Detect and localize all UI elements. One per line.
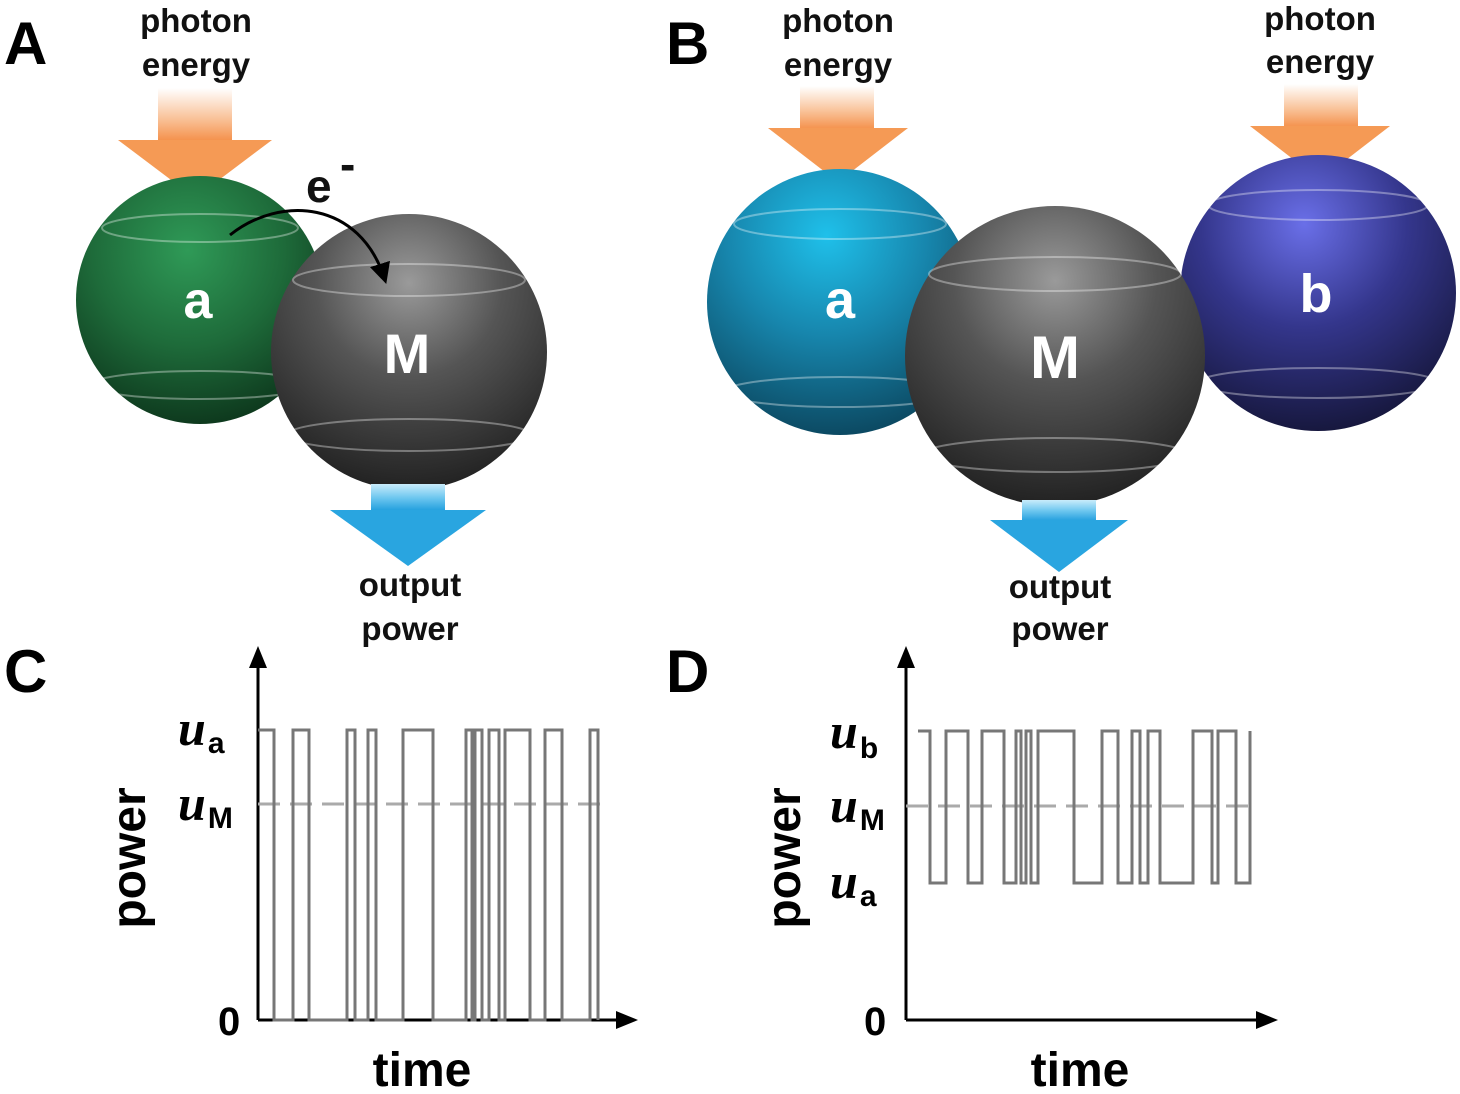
sphere-m-label: M [384, 322, 431, 385]
level-label-ua-d: ua [830, 853, 877, 913]
output-label-b-line2: power [1011, 610, 1108, 647]
panel-c: C power time ua uM 0 [4, 638, 638, 1094]
y-axis-label-d: power [758, 787, 811, 928]
electron-transfer-arrow [229, 209, 390, 285]
y-axis-arrowhead-c [249, 646, 267, 668]
panel-label-b: B [666, 10, 709, 77]
x-axis-label-d: time [1031, 1044, 1130, 1094]
power-trace-d [918, 729, 1252, 885]
input-label-line1: photon [140, 2, 252, 39]
output-label-b-line1: output [1009, 568, 1112, 605]
input-right-line1: photon [1264, 0, 1376, 37]
panel-label-c: C [4, 638, 47, 705]
panel-d: D power time ub uM ua 0 [666, 638, 1278, 1094]
photon-input-arrow-left [768, 86, 908, 182]
zero-label-d: 0 [864, 1000, 886, 1044]
sphere-a-label-b: a [825, 270, 856, 330]
sphere-b-label: b [1300, 264, 1333, 324]
x-axis-arrowhead-c [616, 1011, 638, 1029]
output-label-line1: output [359, 566, 462, 603]
level-label-ua-c: ua [178, 700, 225, 760]
sphere-a: a [76, 176, 324, 424]
electron-label: e [306, 160, 332, 212]
input-left-line1: photon [782, 2, 894, 39]
level-label-ub-d: ub [830, 703, 878, 765]
input-right-line2: energy [1266, 43, 1375, 80]
photon-input-arrow-right [1250, 84, 1390, 180]
sphere-m: M [271, 214, 547, 490]
zero-label-c: 0 [218, 1000, 240, 1044]
y-axis-arrowhead-d [897, 646, 915, 668]
panel-a: A photon energy a M e - [4, 2, 547, 647]
x-axis-arrowhead-d [1256, 1011, 1278, 1029]
input-left-line2: energy [784, 46, 893, 83]
sphere-m-label-b: M [1030, 324, 1080, 391]
panel-b: B photon energy photon energy a b [666, 0, 1456, 647]
sphere-a-label: a [184, 272, 214, 330]
output-power-arrow-b [990, 500, 1128, 572]
level-label-um-c: uM [178, 775, 233, 835]
x-axis-label-c: time [373, 1044, 472, 1094]
sphere-m-b: M [905, 206, 1205, 506]
panel-label-a: A [4, 10, 47, 77]
sphere-b: b [1180, 155, 1456, 431]
panel-label-d: D [666, 638, 709, 705]
y-axis-label-c: power [103, 787, 156, 928]
photon-input-arrow [118, 88, 272, 198]
input-label-line2: energy [142, 46, 251, 83]
electron-charge: - [340, 138, 355, 190]
level-label-um-d: uM [830, 777, 885, 837]
power-trace-c [258, 728, 600, 1022]
output-label-line2: power [361, 610, 458, 647]
output-power-arrow [330, 484, 486, 566]
